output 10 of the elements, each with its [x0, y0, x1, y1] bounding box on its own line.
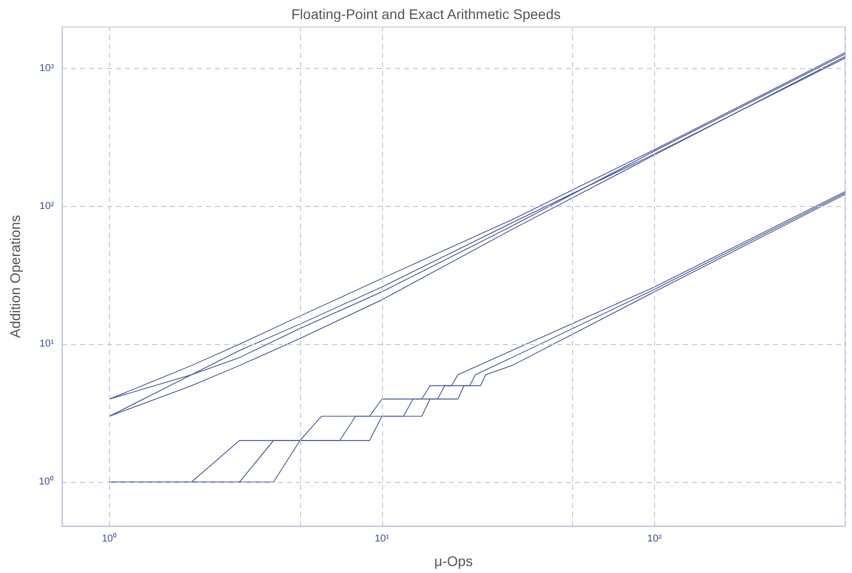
x-tick-label: 10⁰	[102, 532, 117, 544]
y-axis-title: Addition Operations	[7, 215, 23, 338]
y-tick-label: 10⁰	[38, 476, 54, 488]
y-tick-label: 10³	[40, 63, 55, 74]
y-tick-label: 10²	[40, 200, 55, 212]
x-axis-title: μ-Ops	[434, 553, 473, 569]
x-tick-label: 10²	[647, 534, 662, 544]
chart-title: Floating-Point and Exact Arithmetic Speeds	[291, 6, 561, 22]
y-tick-label: 10¹	[40, 338, 55, 350]
x-tick-label: 10¹	[374, 534, 390, 544]
